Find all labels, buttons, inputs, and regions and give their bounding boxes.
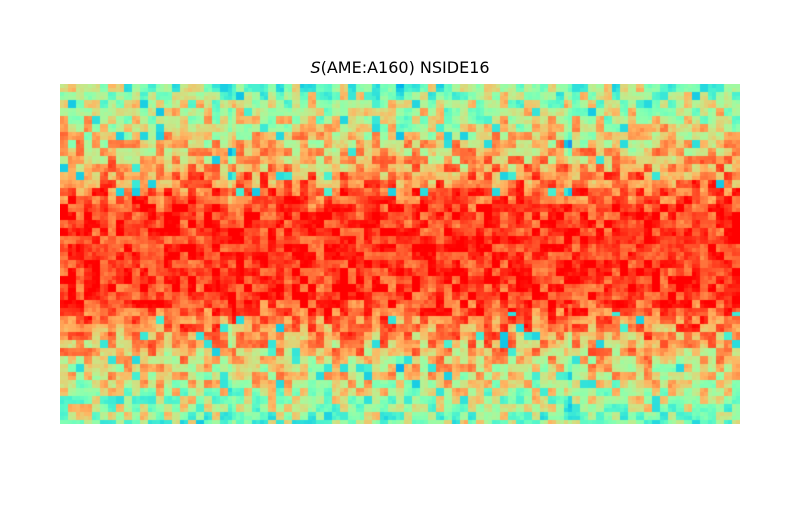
sky-map-heatmap xyxy=(60,84,740,424)
chart-title: S(AME:A160) NSIDE16 xyxy=(0,58,800,78)
chart-title-symbol: S xyxy=(310,58,321,77)
chart-title-text: (AME:A160) NSIDE16 xyxy=(320,58,490,77)
